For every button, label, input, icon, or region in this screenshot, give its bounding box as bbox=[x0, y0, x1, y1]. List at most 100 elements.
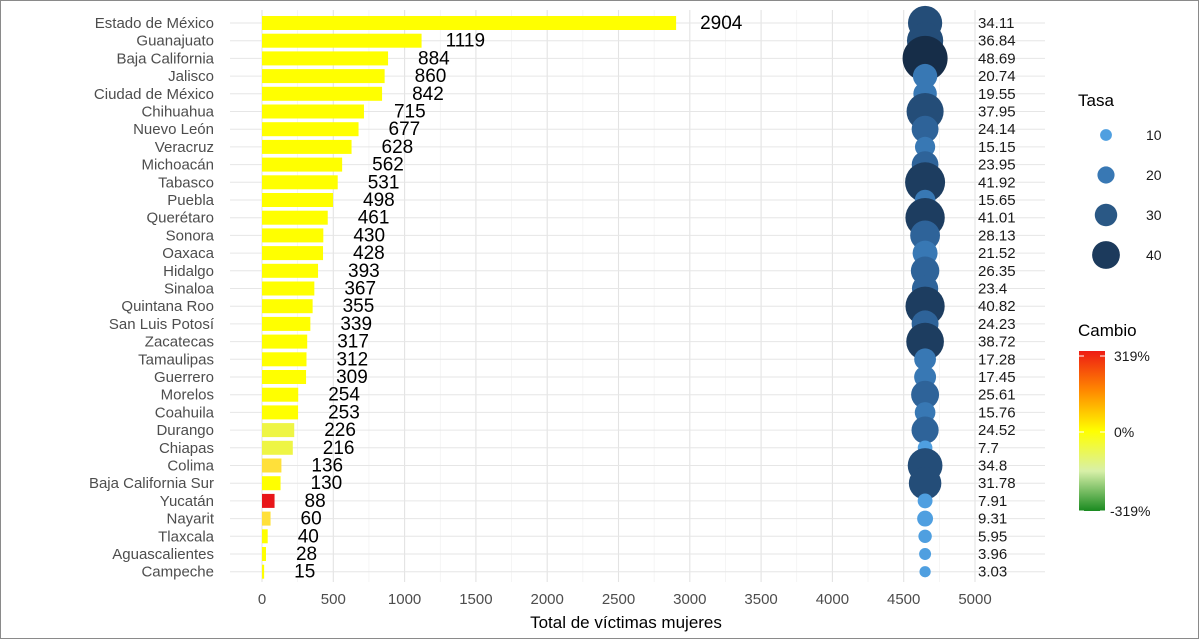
bar bbox=[262, 458, 282, 473]
category-label: Sonora bbox=[166, 227, 215, 244]
bar bbox=[262, 86, 383, 101]
rate-label: 9.31 bbox=[978, 511, 1007, 528]
bar bbox=[262, 476, 281, 491]
rate-bubble bbox=[914, 348, 936, 371]
value-label: 226 bbox=[324, 420, 356, 441]
value-label: 393 bbox=[348, 261, 380, 282]
bar bbox=[262, 139, 352, 154]
value-label: 355 bbox=[343, 296, 375, 317]
bar bbox=[262, 122, 359, 137]
value-label: 628 bbox=[382, 137, 414, 158]
bar bbox=[262, 440, 293, 455]
bar bbox=[262, 263, 319, 278]
rate-label: 41.92 bbox=[978, 174, 1016, 191]
value-label: 430 bbox=[353, 225, 385, 246]
value-label: 136 bbox=[311, 456, 343, 477]
value-label: 428 bbox=[353, 243, 385, 264]
category-label: Morelos bbox=[161, 387, 214, 404]
bar bbox=[262, 246, 324, 261]
bar bbox=[262, 405, 299, 420]
category-label: Coahuila bbox=[155, 404, 215, 421]
rate-label: 24.14 bbox=[978, 121, 1016, 138]
x-tick-label: 3500 bbox=[744, 591, 777, 608]
rate-bubble bbox=[905, 162, 946, 203]
bar bbox=[262, 299, 313, 314]
rate-bubble bbox=[912, 63, 938, 89]
category-label: Tabasco bbox=[158, 174, 214, 191]
value-label: 2904 bbox=[700, 13, 743, 34]
category-label: Estado de México bbox=[95, 15, 214, 32]
category-label: Nuevo León bbox=[133, 121, 214, 138]
category-label: Aguascalientes bbox=[112, 546, 214, 563]
rate-label: 15.76 bbox=[978, 404, 1016, 421]
bar bbox=[262, 547, 266, 561]
size-legend-title: Tasa bbox=[1078, 91, 1114, 110]
x-tick-label: 1500 bbox=[459, 591, 492, 608]
bar bbox=[262, 387, 299, 402]
category-label: Michoacán bbox=[141, 157, 214, 174]
rate-label: 21.52 bbox=[978, 245, 1016, 262]
size-legend-key bbox=[1100, 129, 1112, 141]
rate-label: 26.35 bbox=[978, 263, 1016, 280]
rate-label: 19.55 bbox=[978, 86, 1016, 103]
color-legend-label: -319% bbox=[1110, 503, 1150, 519]
bar bbox=[262, 33, 422, 48]
color-legend: Cambio 319% 0% -319% bbox=[1078, 321, 1150, 519]
rate-label: 3.96 bbox=[978, 546, 1007, 563]
value-label: 15 bbox=[294, 562, 315, 583]
size-legend: Tasa 10 20 30 40 bbox=[1078, 91, 1162, 269]
x-tick-label: 2000 bbox=[531, 591, 564, 608]
rate-label: 20.74 bbox=[978, 68, 1016, 85]
value-label: 253 bbox=[328, 402, 360, 423]
rate-label: 48.69 bbox=[978, 50, 1016, 67]
rate-bubble bbox=[918, 529, 932, 544]
rate-label: 15.15 bbox=[978, 139, 1016, 156]
bar bbox=[262, 210, 328, 225]
rate-label: 23.95 bbox=[978, 157, 1016, 174]
rate-label: 36.84 bbox=[978, 33, 1016, 50]
size-legend-label: 40 bbox=[1146, 247, 1162, 263]
value-label: 677 bbox=[389, 119, 421, 140]
bar bbox=[262, 69, 385, 84]
bar bbox=[262, 352, 307, 367]
rate-bubble bbox=[917, 493, 933, 509]
x-tick-label: 0 bbox=[258, 591, 266, 608]
value-label: 309 bbox=[336, 367, 368, 388]
size-legend-label: 30 bbox=[1146, 207, 1162, 223]
value-label: 884 bbox=[418, 48, 450, 69]
color-legend-gradient bbox=[1079, 351, 1105, 511]
value-label: 842 bbox=[412, 84, 444, 105]
rate-label: 28.13 bbox=[978, 227, 1016, 244]
value-label: 216 bbox=[323, 438, 355, 459]
size-legend-key bbox=[1094, 203, 1118, 227]
rate-label: 23.4 bbox=[978, 281, 1007, 298]
rate-label: 5.95 bbox=[978, 528, 1007, 545]
rate-bubble bbox=[908, 466, 942, 500]
rate-bubble bbox=[914, 136, 936, 158]
category-label: Baja California bbox=[116, 50, 214, 67]
value-label: 130 bbox=[311, 473, 343, 494]
bar bbox=[262, 370, 307, 384]
value-label: 254 bbox=[328, 385, 360, 406]
bar bbox=[262, 16, 677, 30]
x-tick-label: 4500 bbox=[887, 591, 920, 608]
rate-label: 38.72 bbox=[978, 334, 1016, 351]
value-label: 860 bbox=[415, 66, 447, 87]
category-label: Nayarit bbox=[166, 511, 214, 528]
bar bbox=[262, 564, 265, 579]
value-label: 715 bbox=[394, 102, 426, 123]
rate-label: 7.91 bbox=[978, 493, 1007, 510]
rate-bubble bbox=[902, 35, 948, 81]
category-label: Guerrero bbox=[154, 369, 214, 386]
rate-label: 34.11 bbox=[978, 15, 1014, 32]
rate-bubble bbox=[919, 548, 932, 560]
x-tick-label: 4000 bbox=[816, 591, 849, 608]
bar bbox=[262, 529, 268, 544]
rate-label: 40.82 bbox=[978, 298, 1016, 315]
value-label: 40 bbox=[298, 526, 319, 547]
category-label: Chiapas bbox=[159, 440, 214, 457]
bar bbox=[262, 193, 334, 207]
bar bbox=[262, 281, 315, 296]
category-label: Oaxaca bbox=[162, 245, 214, 262]
